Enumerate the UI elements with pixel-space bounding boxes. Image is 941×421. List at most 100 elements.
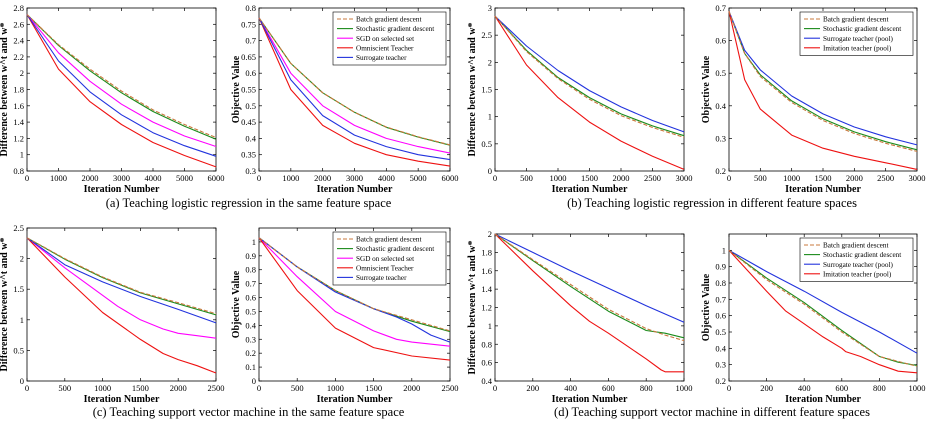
y-tick-label: 0.7 bbox=[245, 279, 256, 289]
x-tick-label: 1000 bbox=[50, 173, 67, 183]
series-line-sgd_selected bbox=[26, 237, 217, 339]
series-line-imitation bbox=[728, 11, 918, 170]
x-tick-label: 0 bbox=[25, 383, 29, 393]
series-line-imitation bbox=[494, 233, 684, 373]
x-tick-label: 6000 bbox=[442, 173, 459, 183]
y-tick-label: 0 bbox=[20, 376, 24, 386]
series-line-stochastic bbox=[494, 15, 685, 137]
caption-a: (a) Teaching logistic regression in the … bbox=[105, 196, 392, 210]
series-line-surrogate bbox=[258, 17, 451, 161]
y-tick-label: 1.2 bbox=[13, 133, 24, 143]
chart-a1: 0 1000 2000 3000 4000 5000 6000 0.8 1 1.2 1.4 1.6 1.… bbox=[0, 3, 225, 195]
series-line-omniscient bbox=[258, 17, 451, 167]
chart-b2: 0 500 1000 1500 2000 2500 3000 0.2 0.3 0.4 0.5 0.6 0… bbox=[701, 3, 926, 195]
series-line-surrogate bbox=[26, 237, 217, 324]
y-tick-label: 1 bbox=[722, 245, 726, 255]
series-line-stochastic bbox=[494, 233, 685, 339]
x-tick-label: 1000 bbox=[282, 173, 299, 183]
x-axis-label: Iteration Number bbox=[785, 184, 861, 195]
y-axis-label: Difference between w^t and w* bbox=[0, 23, 10, 157]
y-tick-label: 0.35 bbox=[241, 150, 256, 160]
y-tick-label: 0.6 bbox=[715, 36, 726, 46]
x-tick-label: 3000 bbox=[346, 173, 363, 183]
series-line-stochastic bbox=[728, 249, 918, 367]
legend-box bbox=[332, 231, 447, 286]
y-tick-label: 1.4 bbox=[481, 284, 492, 294]
x-tick-label: 800 bbox=[873, 383, 886, 393]
series-line-omniscient bbox=[26, 237, 217, 374]
x-tick-label: 3000 bbox=[909, 173, 926, 183]
y-axis-label: Objective Value bbox=[701, 55, 712, 123]
chart-b1: 0 500 1000 1500 2000 2500 3000 0 0.5 1 1.5 2 2.5 3 Ite… bbox=[467, 3, 693, 195]
x-tick-label: 1000 bbox=[550, 173, 567, 183]
y-axis-label: Difference between w^t and w* bbox=[467, 23, 478, 157]
y-axis-label: Objective Value bbox=[231, 55, 242, 123]
x-tick-label: 2500 bbox=[877, 173, 894, 183]
y-tick-label: 2 bbox=[488, 229, 492, 239]
x-tick-label: 1500 bbox=[132, 383, 149, 393]
y-axis-label: Objective Value bbox=[701, 273, 712, 341]
y-tick-label: 0.1 bbox=[245, 362, 256, 372]
x-tick-label: 0 bbox=[257, 173, 261, 183]
legend-label: Omniscient Teacher bbox=[356, 44, 414, 52]
series-line-surrogate bbox=[728, 249, 918, 354]
x-tick-label: 1000 bbox=[94, 383, 111, 393]
y-tick-label: 1.2 bbox=[481, 303, 492, 313]
x-tick-label: 1500 bbox=[581, 173, 598, 183]
series-line-batch bbox=[728, 11, 918, 152]
x-tick-label: 6000 bbox=[208, 173, 225, 183]
y-tick-label: 1 bbox=[20, 150, 24, 160]
x-tick-label: 0 bbox=[493, 173, 497, 183]
y-tick-label: 2.2 bbox=[13, 52, 24, 62]
y-tick-label: 0.6 bbox=[245, 293, 256, 303]
y-tick-label: 0.45 bbox=[241, 117, 256, 127]
y-axis-label: Difference between w^t and w* bbox=[467, 241, 478, 375]
x-tick-label: 0 bbox=[727, 173, 731, 183]
y-tick-label: 1 bbox=[20, 315, 24, 325]
y-tick-label: 0.4 bbox=[715, 343, 726, 353]
series-line-batch bbox=[494, 233, 685, 342]
x-tick-label: 0 bbox=[727, 383, 731, 393]
y-tick-label: 2.4 bbox=[13, 36, 24, 46]
y-tick-label: 0.4 bbox=[245, 133, 256, 143]
x-tick-label: 2500 bbox=[208, 383, 225, 393]
legend-label: Batch gradient descent bbox=[356, 236, 421, 244]
legend-label: SGD on selected set bbox=[356, 255, 414, 263]
x-tick-label: 2500 bbox=[442, 383, 459, 393]
legend-label: Imitation teacher (pool) bbox=[823, 44, 892, 52]
y-tick-label: 0.2 bbox=[245, 348, 256, 358]
x-axis-label: Iteration Number bbox=[84, 394, 160, 405]
legend-label: SGD on selected set bbox=[356, 35, 414, 43]
y-tick-label: 0.7 bbox=[245, 36, 256, 46]
legend-label: Batch gradient descent bbox=[823, 242, 888, 250]
x-axis-label: Iteration Number bbox=[317, 184, 393, 195]
series-line-stochastic bbox=[26, 14, 217, 140]
x-tick-label: 500 bbox=[754, 173, 767, 183]
chart-d2: 0 200 400 600 800 1000 0.2 0.3 0.4 0.5 0.6 0.7 0.8 0.… bbox=[701, 233, 926, 405]
y-tick-label: 0.7 bbox=[715, 3, 726, 13]
y-axis-label: Objective Value bbox=[231, 270, 242, 338]
y-tick-label: 2.5 bbox=[481, 30, 492, 40]
y-tick-label: 0.5 bbox=[481, 139, 492, 149]
y-tick-label: 0.55 bbox=[241, 85, 256, 95]
series-line-sgd_selected bbox=[258, 237, 451, 347]
y-tick-label: 0 bbox=[488, 166, 492, 176]
series-line-omniscient bbox=[258, 237, 451, 361]
y-tick-label: 1.5 bbox=[481, 85, 492, 95]
y-tick-label: 0.4 bbox=[481, 376, 492, 386]
y-tick-label: 2.8 bbox=[13, 3, 24, 13]
legend-label: Omniscient Teacher bbox=[356, 264, 414, 272]
x-tick-label: 2000 bbox=[846, 173, 863, 183]
x-tick-label: 2000 bbox=[613, 173, 630, 183]
x-tick-label: 1000 bbox=[676, 383, 693, 393]
series-line-batch bbox=[26, 14, 217, 139]
y-tick-label: 3 bbox=[488, 3, 492, 13]
x-tick-label: 0 bbox=[493, 383, 497, 393]
y-tick-label: 0.7 bbox=[715, 294, 726, 304]
y-tick-label: 1.8 bbox=[481, 247, 492, 257]
legend-label: Stochastic gradient descent bbox=[823, 25, 901, 33]
caption-c: (c) Teaching support vector machine in t… bbox=[92, 405, 405, 419]
